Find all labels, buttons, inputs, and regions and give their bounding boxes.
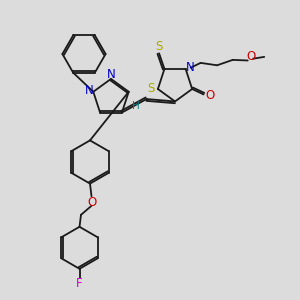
Text: F: F — [76, 277, 83, 290]
Text: S: S — [148, 82, 155, 95]
Text: H: H — [132, 100, 140, 111]
Text: N: N — [106, 68, 116, 81]
Text: S: S — [155, 40, 163, 53]
Text: O: O — [205, 89, 214, 102]
Text: N: N — [85, 84, 94, 97]
Text: O: O — [88, 196, 97, 209]
Text: N: N — [186, 61, 195, 74]
Text: O: O — [247, 50, 256, 63]
